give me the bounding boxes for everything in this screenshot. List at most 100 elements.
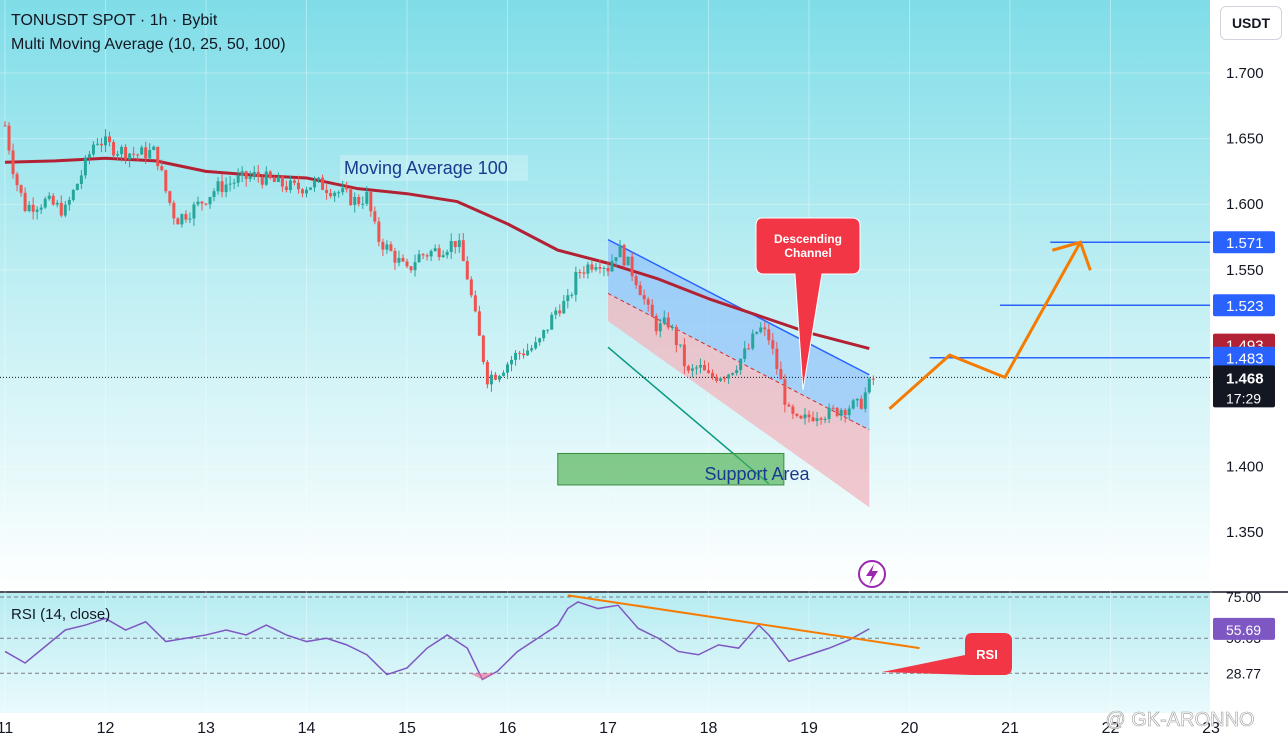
- candle-body: [618, 245, 622, 258]
- time-tick-label: 18: [700, 720, 718, 737]
- ma100-line[interactable]: [4, 156, 870, 350]
- candle-body: [405, 261, 409, 267]
- candle-body: [71, 189, 75, 200]
- candle-body: [321, 177, 325, 190]
- price-tag-label: 1.571: [1226, 235, 1264, 252]
- ma-label: Moving Average 100: [344, 158, 508, 178]
- candle-body: [353, 197, 357, 205]
- rsi-title[interactable]: RSI (14, close): [11, 606, 111, 623]
- rsi-callout-label: RSI: [976, 647, 998, 662]
- indicator-title[interactable]: Multi Moving Average (10, 25, 50, 100): [11, 36, 286, 53]
- candle-body: [501, 372, 505, 376]
- rsi-tick-label: 28.77: [1226, 665, 1261, 681]
- candle-body: [99, 143, 103, 146]
- candle-body: [489, 374, 493, 385]
- candle-body: [296, 182, 300, 190]
- candle-body: [614, 257, 618, 261]
- candle-body: [148, 149, 152, 159]
- candle-body: [244, 171, 248, 179]
- candle-body: [847, 408, 851, 416]
- candle-body: [7, 125, 11, 151]
- candle-body: [522, 353, 526, 356]
- candle-body: [735, 370, 739, 374]
- channel-middle-line[interactable]: [607, 292, 870, 431]
- candle-body: [409, 266, 413, 271]
- candle-body: [216, 181, 220, 192]
- time-tick-label: 20: [901, 720, 919, 737]
- candle-body: [642, 295, 646, 300]
- symbol-title[interactable]: TONUSDT SPOT · 1h · Bybit: [11, 12, 218, 29]
- candle-body: [441, 255, 445, 258]
- price-tick-label: 1.400: [1226, 459, 1264, 476]
- candle-body: [759, 327, 763, 332]
- forecast-path[interactable]: [888, 241, 1082, 410]
- candle-body: [188, 218, 192, 220]
- descending-channel-callout[interactable]: [755, 217, 861, 391]
- rsi-callout[interactable]: [882, 633, 1012, 675]
- candle-body: [530, 348, 534, 351]
- candle-body: [192, 204, 196, 219]
- price-pane-background: [0, 0, 1210, 592]
- candle-body: [831, 407, 835, 409]
- candle-body: [204, 203, 208, 205]
- candle-body: [345, 188, 349, 190]
- candle-body: [168, 191, 172, 203]
- candle-body: [341, 188, 345, 193]
- candle-body: [276, 176, 280, 182]
- candle-body: [602, 267, 606, 269]
- candle-body: [707, 370, 710, 373]
- candle-body: [112, 142, 116, 156]
- candle-body: [272, 178, 276, 182]
- time-tick-label: 11: [0, 720, 13, 737]
- candle-body: [747, 348, 751, 350]
- candle-body: [763, 327, 767, 330]
- candle-body: [767, 329, 771, 341]
- candle-body: [550, 314, 554, 330]
- candle-body: [433, 248, 437, 251]
- candle-body: [87, 154, 91, 158]
- channel-upper-line[interactable]: [607, 238, 870, 376]
- callout-line-1: Descending: [774, 232, 842, 246]
- candle-body: [172, 202, 176, 219]
- candle-body: [461, 240, 465, 262]
- rsi-pane-background: [0, 593, 1210, 713]
- countdown-label: 17:29: [1226, 390, 1261, 406]
- candle-body: [465, 261, 469, 280]
- candle-body: [357, 197, 361, 205]
- candle-body: [811, 417, 815, 422]
- rsi-value-tag-bg: [1213, 617, 1275, 640]
- rsi-trendline[interactable]: [567, 594, 920, 650]
- candle-body: [630, 256, 634, 277]
- candle-body: [634, 276, 638, 286]
- candle-body: [232, 182, 236, 184]
- candle-body: [554, 310, 558, 315]
- candle-body: [31, 204, 35, 212]
- candle-body: [666, 317, 670, 328]
- candle-body: [184, 214, 188, 220]
- rsi-line[interactable]: [4, 601, 870, 681]
- candle-body: [755, 331, 759, 334]
- candle-body: [292, 180, 296, 183]
- support-area-box[interactable]: [557, 452, 785, 486]
- candle-body: [248, 176, 252, 179]
- candle-body: [160, 166, 164, 171]
- price-tick-label: 1.550: [1226, 262, 1264, 279]
- price-tick-label: 1.600: [1226, 196, 1264, 213]
- channel-lower-fill: [608, 293, 870, 508]
- rsi-tick-label: 75.00: [1226, 589, 1261, 605]
- time-tick-label: 15: [398, 720, 416, 737]
- currency-button[interactable]: USDT: [1220, 6, 1282, 40]
- candle-body: [256, 171, 260, 178]
- candle-body: [682, 344, 686, 367]
- candle-body: [337, 192, 341, 194]
- price-tag-bg: [1213, 294, 1275, 317]
- candle-body: [715, 376, 719, 381]
- candle-body: [156, 146, 160, 167]
- candle-body: [723, 378, 727, 380]
- candle-body: [35, 209, 39, 212]
- candle-body: [264, 171, 268, 185]
- candle-body: [309, 187, 313, 190]
- candle-body: [654, 315, 658, 332]
- candle-body: [807, 414, 811, 418]
